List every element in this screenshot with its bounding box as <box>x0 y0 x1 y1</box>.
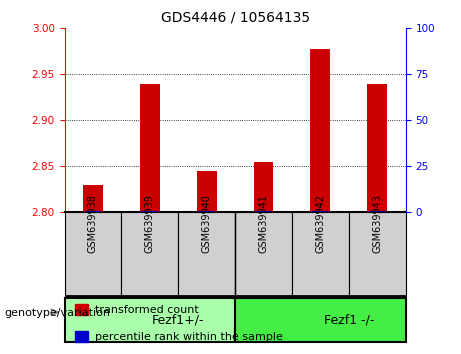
Text: GSM639940: GSM639940 <box>201 194 212 252</box>
Bar <box>121 212 178 296</box>
Bar <box>75 304 89 315</box>
Text: GSM639941: GSM639941 <box>259 194 269 252</box>
Bar <box>255 211 272 212</box>
Bar <box>142 211 158 212</box>
Text: Fezf1+/-: Fezf1+/- <box>152 313 205 326</box>
Bar <box>75 331 89 342</box>
Bar <box>84 211 101 212</box>
Bar <box>235 212 292 296</box>
Bar <box>197 171 217 212</box>
Text: percentile rank within the sample: percentile rank within the sample <box>95 332 283 342</box>
Text: genotype/variation: genotype/variation <box>5 308 111 318</box>
Bar <box>140 84 160 212</box>
Bar <box>310 48 331 212</box>
Bar <box>312 211 329 212</box>
Text: GSM639938: GSM639938 <box>88 194 98 252</box>
Bar <box>292 212 349 296</box>
Text: GSM639943: GSM639943 <box>372 194 382 252</box>
Text: GSM639939: GSM639939 <box>145 194 155 252</box>
Text: Fezf1 -/-: Fezf1 -/- <box>324 313 374 326</box>
Bar <box>65 298 235 342</box>
Bar <box>349 212 406 296</box>
Bar <box>367 84 387 212</box>
Bar <box>178 212 235 296</box>
Text: transformed count: transformed count <box>95 305 199 315</box>
Bar <box>83 185 103 212</box>
Bar <box>369 211 386 212</box>
Text: GSM639942: GSM639942 <box>315 194 325 252</box>
Bar <box>235 298 406 342</box>
Bar <box>65 212 121 296</box>
Bar <box>254 162 273 212</box>
Bar <box>198 211 215 212</box>
Title: GDS4446 / 10564135: GDS4446 / 10564135 <box>160 10 310 24</box>
